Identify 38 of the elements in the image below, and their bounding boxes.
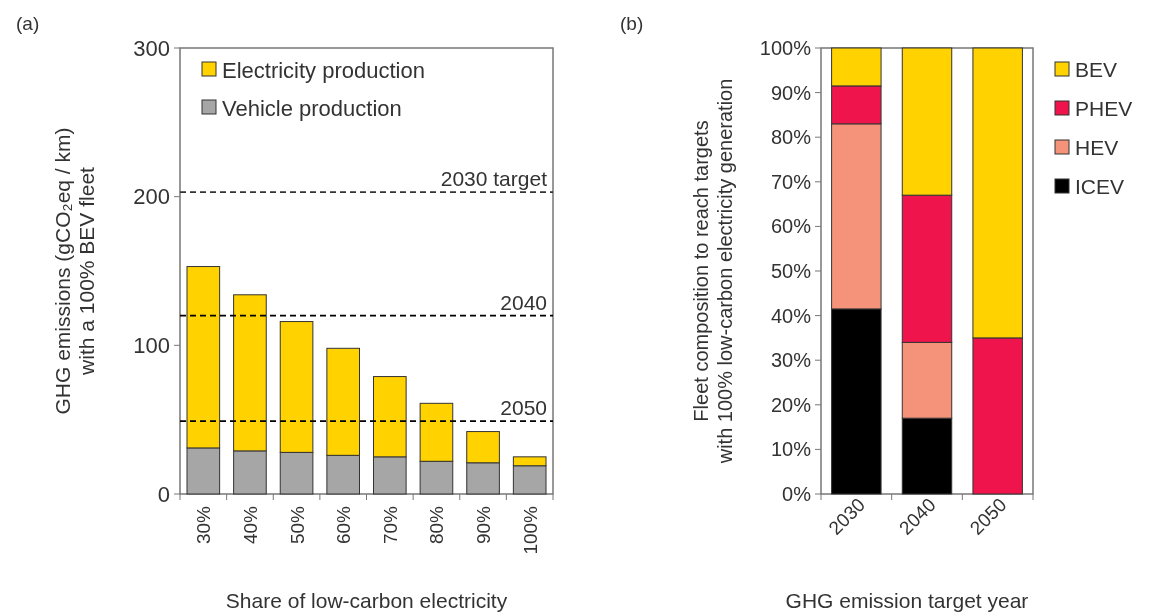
x-tick-label: 70% — [379, 505, 401, 545]
y-tick-label: 200 — [133, 184, 170, 210]
legend-label: Vehicle production — [222, 95, 402, 121]
legend-label: BEV — [1075, 58, 1118, 82]
annotation: 2050 — [500, 396, 547, 420]
annotation: 2040 — [500, 290, 547, 314]
y-tick-label: 100% — [759, 37, 812, 59]
x-tick-label: 50% — [286, 505, 308, 545]
x-tick-label: 40% — [239, 505, 261, 545]
legend-label: PHEV — [1075, 97, 1133, 121]
text: (a) — [16, 13, 40, 34]
x-tick-label: 80% — [426, 505, 448, 545]
y-tick-label: 100 — [133, 333, 170, 359]
y-tick-label: 70% — [770, 170, 812, 193]
y-tick-label: 0% — [782, 483, 812, 505]
x-tick-label: 30% — [193, 505, 215, 545]
x-axis-title: Share of low-carbon electricity — [225, 589, 508, 612]
y-tick-label: 60% — [770, 215, 812, 238]
y-tick-label: 40% — [770, 304, 812, 327]
y-tick-label: 20% — [770, 393, 812, 416]
x-tick-label: 100% — [519, 505, 541, 555]
legend-label: Electricity production — [222, 57, 425, 83]
y-tick-label: 50% — [770, 260, 812, 282]
y-tick-label: 10% — [770, 438, 812, 461]
text: (b) — [620, 13, 644, 34]
y-axis-title: Fleet composition to reach targets with 100% low-carbon electricity generation — [690, 78, 736, 465]
x-axis-title: GHG emission target year — [785, 589, 1029, 612]
y-tick-label: 90% — [770, 81, 812, 104]
y-tick-label: 80% — [770, 126, 812, 149]
x-tick-label: 90% — [473, 505, 495, 545]
annotation: 2030 target — [440, 167, 548, 191]
y-tick-label: 0 — [157, 481, 170, 507]
x-tick-label: 60% — [333, 505, 355, 545]
y-tick-label: 300 — [133, 35, 170, 61]
legend-label: HEV — [1075, 136, 1119, 160]
y-tick-label: 30% — [770, 349, 812, 372]
y-axis-title: GHG emissions (gCO₂eq / km) with a 100% BEV fleet — [51, 127, 98, 415]
legend-label: ICEV — [1075, 175, 1125, 199]
